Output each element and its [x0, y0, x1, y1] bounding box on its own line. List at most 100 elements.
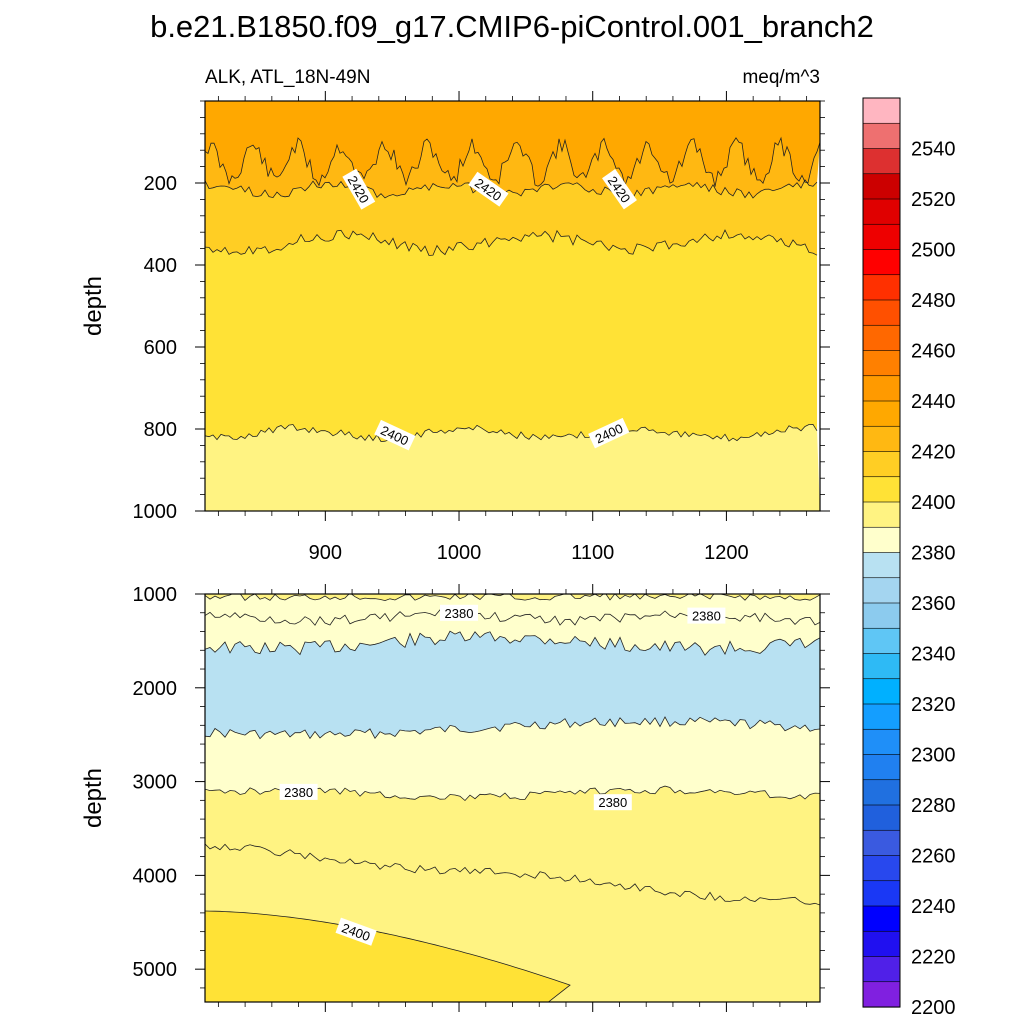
units-subtitle: meq/m^3	[742, 67, 820, 88]
y-axis-label: depth	[80, 276, 107, 336]
contour-line	[205, 423, 818, 443]
contour-line	[205, 229, 818, 256]
left-subtitle: ALK, ATL_18N-49N	[205, 67, 370, 88]
colorbar-box	[862, 552, 901, 579]
colorbar-box	[862, 779, 901, 806]
colorbar-label: 2480	[911, 290, 956, 312]
colorbar-label: 2280	[911, 795, 956, 817]
x-tick-label: 1200	[704, 542, 749, 564]
colorbar-box	[862, 678, 901, 705]
contour-band	[205, 594, 820, 626]
colorbar-box	[862, 577, 901, 604]
contour-band	[205, 609, 820, 656]
x-tick-label: 1100	[571, 542, 614, 564]
colorbar-label: 2200	[911, 997, 956, 1019]
colorbar-box	[862, 880, 901, 907]
contour-band	[205, 631, 820, 739]
y-axis-label: depth	[80, 768, 107, 828]
colorbar-label: 2540	[911, 139, 956, 161]
colorbar-label: 2440	[911, 391, 956, 413]
contour-line	[205, 843, 820, 906]
colorbar-label: 2260	[911, 846, 956, 868]
colorbar-box	[862, 627, 901, 655]
y-tick-label: 200	[144, 173, 177, 195]
colorbar-box	[862, 602, 901, 629]
y-tick-label: 600	[144, 337, 177, 359]
colorbar-box	[862, 476, 901, 503]
colorbar-box	[862, 451, 901, 478]
colorbar-box	[862, 956, 901, 983]
colorbar-box	[862, 148, 901, 175]
contour-band	[205, 230, 817, 442]
contour-line	[205, 594, 820, 602]
colorbar-label: 2240	[911, 896, 956, 918]
colorbar-label: 2300	[911, 745, 956, 767]
x-tick-label: 1000	[437, 542, 482, 564]
colorbar-label: 2420	[911, 442, 956, 464]
y-tick-label: 5000	[133, 959, 178, 981]
colorbar-box	[862, 198, 901, 225]
colorbar-box	[862, 122, 901, 150]
colorbar-box	[862, 526, 901, 554]
colorbar-label: 2520	[911, 189, 956, 211]
colorbar-label: 2220	[911, 947, 956, 969]
y-tick-label: 400	[144, 255, 177, 277]
x-tick-label: 900	[309, 542, 342, 564]
contour-line	[205, 910, 571, 1002]
colorbar-box	[862, 981, 901, 1008]
contour-band	[205, 786, 820, 905]
contour-label: 2380	[440, 604, 478, 621]
contour-line	[205, 179, 818, 199]
colorbar-label: 2400	[911, 492, 956, 514]
colorbar-label: 2460	[911, 341, 956, 363]
colorbar-box	[862, 501, 901, 528]
colorbar-box	[862, 97, 901, 124]
contour-band	[205, 424, 820, 511]
colorbar-frame	[862, 97, 901, 1008]
colorbar-box	[862, 400, 901, 427]
colorbar-box	[862, 804, 901, 831]
colorbar-box	[862, 299, 901, 326]
contour-band	[205, 911, 570, 1002]
y-tick-label: 1000	[133, 584, 178, 606]
colorbar-box	[862, 350, 901, 377]
colorbar-label: 2380	[911, 543, 956, 565]
colorbar-box	[862, 855, 901, 882]
colorbar-box	[862, 728, 901, 756]
colorbar-box	[862, 703, 901, 730]
colorbar-box	[862, 930, 901, 958]
contour-label: 2380	[593, 794, 632, 811]
colorbar-box	[862, 905, 901, 932]
bottom-contour-panel: 2380 238023802380240010002000300040005000…	[80, 584, 830, 1012]
contour-label-text: 2380	[692, 609, 721, 624]
contour-label-text: 2380	[284, 785, 313, 800]
colorbar-label: 2500	[911, 240, 956, 262]
figure-title: b.e21.B1850.f09_g17.CMIP6-piControl.001_…	[150, 9, 874, 44]
colorbar-label: 2320	[911, 694, 956, 716]
y-tick-label: 800	[144, 419, 177, 441]
colorbar-box	[862, 653, 901, 680]
colorbar-label: 2360	[911, 593, 956, 615]
colorbar-box	[862, 249, 901, 276]
colorbar-label: 2340	[911, 644, 956, 666]
y-tick-label: 1000	[133, 501, 178, 523]
contour-line	[205, 630, 820, 656]
contour-label: 2380	[687, 607, 726, 624]
contour-line	[205, 716, 820, 740]
colorbar-box	[862, 425, 901, 453]
contour-band	[205, 594, 820, 601]
y-tick-label: 3000	[133, 772, 178, 794]
y-tick-label: 2000	[133, 678, 178, 700]
contour-band	[205, 101, 820, 187]
colorbar: 2540 2520 2500 2480 2460 2440 2420 2400 2380 2360…	[862, 97, 956, 1019]
contour-label: 2380	[279, 783, 318, 800]
colorbar-box	[862, 829, 901, 857]
contour-band	[205, 717, 820, 801]
colorbar-box	[862, 754, 901, 781]
contour-label-text: 2380	[445, 606, 474, 621]
colorbar-box	[862, 375, 901, 402]
